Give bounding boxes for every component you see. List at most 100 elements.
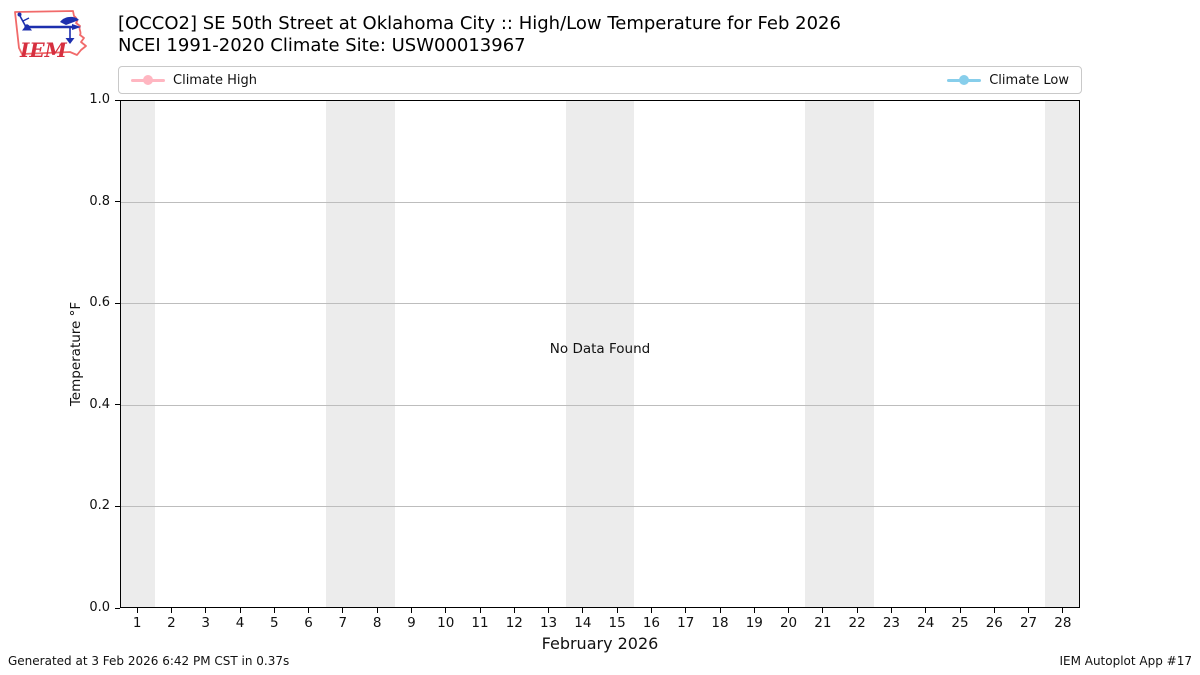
x-tick-mark [548,608,550,613]
x-tick-mark [479,608,481,613]
title-block: [OCCO2] SE 50th Street at Oklahoma City … [118,13,841,57]
x-tick-label: 26 [985,615,1003,631]
x-axis-label: February 2026 [541,634,659,653]
x-tick-label: 16 [642,615,661,631]
x-tick-mark [205,608,207,613]
legend-dot [959,75,970,85]
x-tick-label: 21 [814,615,832,631]
x-tick-mark [513,608,515,613]
x-tick-label: 22 [848,615,866,631]
x-tick-label: 14 [574,615,592,631]
y-tick-mark [115,404,120,406]
legend-label: Climate High [173,72,258,88]
weekend-band [805,101,874,607]
y-tick-mark [115,201,120,203]
x-tick-mark [376,608,378,613]
y-tick-label: 0.0 [89,600,110,615]
y-tick-mark [115,505,120,507]
x-tick-label: 7 [338,615,348,631]
chart-title: [OCCO2] SE 50th Street at Oklahoma City … [118,13,841,34]
x-tick-mark [650,608,652,613]
weekend-band [1044,101,1079,607]
x-tick-label: 15 [608,615,626,631]
footer-app-id: IEM Autoplot App #17 [1059,654,1192,668]
no-data-message: No Data Found [549,340,651,357]
legend-dot [143,75,153,85]
x-tick-mark [1062,608,1064,613]
y-tick-label: 1.0 [89,92,110,107]
x-tick-label: 1 [132,615,142,631]
x-tick-mark [925,608,927,613]
gridline [121,202,1079,204]
x-tick-mark [959,608,961,613]
gridline [121,505,1079,507]
x-tick-mark [170,608,172,613]
x-tick-label: 13 [539,615,558,631]
x-tick-mark [685,608,687,613]
x-tick-label: 6 [304,615,313,631]
x-tick-mark [445,608,447,613]
y-tick-label: 0.8 [89,193,110,209]
y-tick-label: 0.4 [89,396,110,412]
y-axis: 0.0 0.2 0.4 0.6 0.8 1.0 [0,92,120,615]
x-tick-label: 4 [235,615,245,631]
y-tick-mark [115,99,120,101]
x-tick-label: 20 [779,615,798,631]
plot-area: No Data Found [120,100,1080,608]
x-tick-label: 10 [437,615,455,631]
x-tick-label: 12 [505,615,523,631]
x-tick-label: 3 [201,615,210,631]
x-tick-mark [616,608,618,613]
x-tick-label: 27 [1019,615,1038,631]
footer-generated-at: Generated at 3 Feb 2026 6:42 PM CST in 0… [8,654,290,668]
x-tick-mark [582,608,584,613]
x-tick-label: 19 [745,615,763,631]
x-tick-mark [342,608,344,613]
x-tick-mark [856,608,858,613]
x-axis: 1 2 3 4 5 6 7 8 9 10 11 12 13 14 15 16 17 18 19 20 21 22 23 24 2… [120,608,1080,642]
x-tick-mark [136,608,138,613]
weekend-band [565,101,635,607]
weathervane-icon [17,12,81,44]
x-tick-mark [753,608,755,613]
x-tick-mark [308,608,310,613]
x-tick-mark [410,608,412,613]
gridline [121,404,1079,406]
x-tick-label: 18 [711,615,729,631]
x-tick-mark [273,608,275,613]
weekend-bands [121,101,1079,607]
y-tick-label: 0.2 [89,498,110,514]
y-axis-label: Temperature °F [68,301,84,407]
gridline [121,303,1079,305]
x-tick-label: 23 [882,615,901,631]
x-tick-label: 9 [407,615,416,631]
x-tick-label: 28 [1054,615,1072,631]
gridlines [121,101,1079,607]
x-tick-label: 2 [167,615,176,631]
legend-label: Climate Low [989,72,1069,88]
x-tick-label: 24 [917,615,935,631]
weekend-band [121,101,156,607]
legend: Climate High Climate Low [118,66,1082,94]
x-tick-label: 11 [471,615,489,631]
line-dot-marker-icon [131,74,165,86]
x-tick-mark [1028,608,1030,613]
y-tick-label: 0.6 [89,295,110,311]
x-tick-label: 8 [372,615,382,631]
iem-logo-text: IEM [19,38,68,62]
legend-item-climate-low: Climate Low [947,73,1069,88]
chart-subtitle: NCEI 1991-2020 Climate Site: USW00013967 [118,35,526,56]
y-tick-mark [115,302,120,304]
iem-logo: IEM [14,10,87,62]
line-dot-marker-icon [947,74,982,86]
x-tick-label: 5 [269,615,279,631]
x-tick-mark [890,608,892,613]
x-tick-label: 25 [951,615,969,631]
x-tick-label: 17 [677,615,695,631]
legend-item-climate-high: Climate High [131,73,257,88]
x-tick-mark [993,608,995,613]
x-tick-mark [239,608,241,613]
y-tick-mark [115,607,120,609]
x-tick-mark [788,608,790,613]
